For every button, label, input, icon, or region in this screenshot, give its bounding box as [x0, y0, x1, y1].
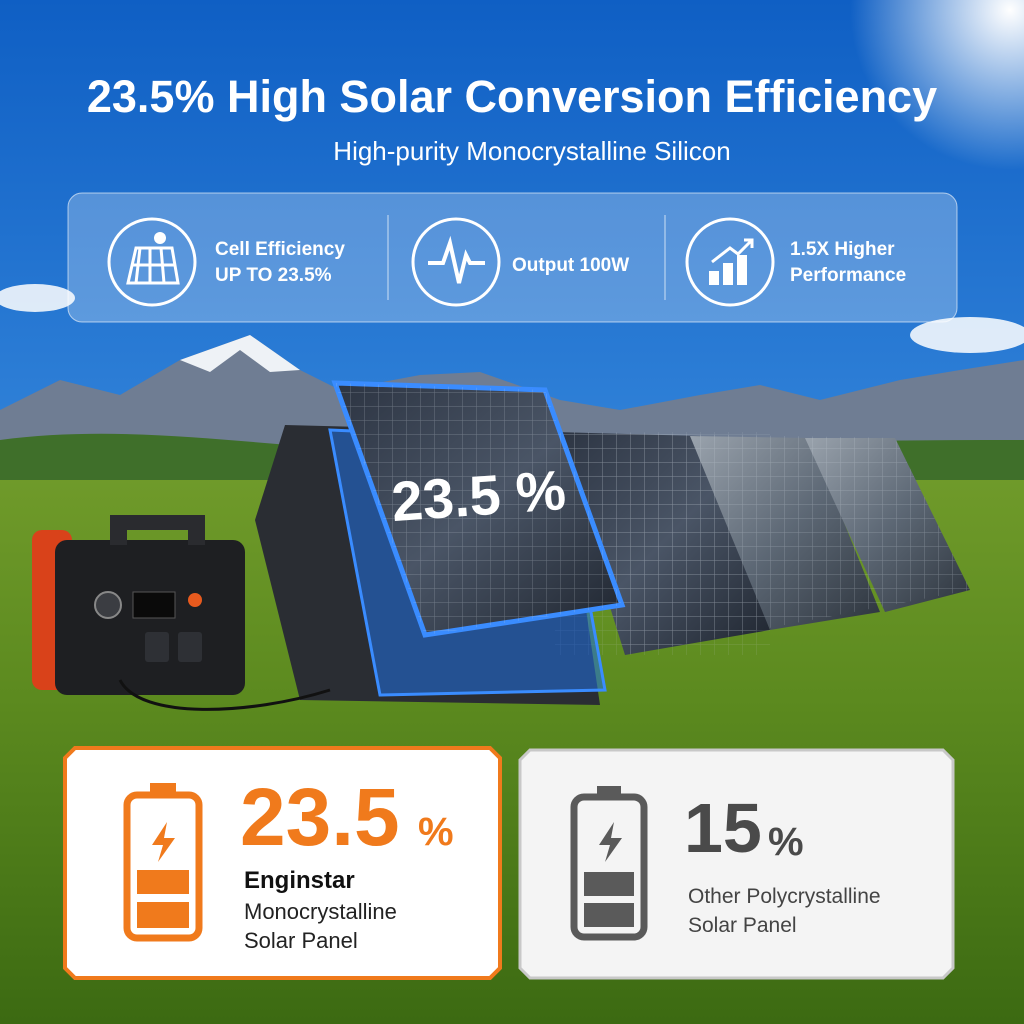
enginstar-card: 23.5 % Enginstar Monocrystalline Solar P… [63, 746, 502, 980]
enginstar-card-shape [150, 783, 176, 795]
enginstar-card-shape [137, 870, 189, 894]
power-station-shape [132, 591, 176, 619]
subtitle: High-purity Monocrystalline Silicon [333, 136, 730, 166]
power-station-shape [188, 593, 202, 607]
feature-bar-shape [709, 255, 747, 285]
background-shape [0, 284, 75, 312]
panel-type: Solar Panel [688, 914, 797, 937]
feature-bar: Cell Efficiency UP TO 23.5% Output 100W … [67, 192, 958, 323]
efficiency-value: 15 [684, 789, 762, 867]
feature-bar-shape [126, 246, 180, 285]
brand: Enginstar [244, 867, 355, 894]
power-station-shape [94, 591, 122, 619]
feature-bar-shape [711, 238, 754, 264]
other-card-shape [599, 822, 622, 862]
feature-bar-shape [107, 217, 197, 307]
title: 23.5% High Solar Conversion Efficiency [87, 71, 937, 122]
efficiency-unit: % [768, 820, 804, 864]
other-card-shape [584, 903, 634, 927]
panel-type: Other Polycrystalline [688, 885, 881, 908]
panel-type: Solar Panel [244, 928, 358, 953]
background-shape [910, 317, 1024, 353]
solar-panels: 23.5 % [255, 380, 970, 705]
power-station-shape [110, 515, 205, 545]
title-block: 23.5% High Solar Conversion Efficiency H… [87, 71, 937, 166]
solar-panels-shape [335, 383, 622, 635]
feature-text: 1.5X Higher [790, 239, 895, 260]
power-station-shape [118, 679, 331, 711]
other-card: 15 % Other Polycrystalline Solar Panel [518, 748, 955, 980]
other-card-shape [584, 872, 634, 896]
power-station [32, 515, 331, 711]
feature-bar-shape [154, 232, 166, 244]
panel-label: 23.5 % [389, 458, 567, 533]
feature-bar-shape [411, 217, 501, 307]
feature-bar-shape [428, 235, 485, 284]
background-shape [0, 0, 1024, 400]
feature-text: Cell Efficiency [215, 239, 345, 260]
power-station-shape [145, 632, 169, 662]
feature-text: Performance [790, 265, 906, 286]
feature-text: Output 100W [512, 255, 629, 276]
feature-text: UP TO 23.5% [215, 265, 332, 286]
panel-type: Monocrystalline [244, 899, 397, 924]
efficiency-unit: % [418, 810, 454, 854]
feature-bar-shape [685, 217, 775, 307]
other-card-shape [597, 786, 621, 797]
enginstar-card-shape [152, 822, 175, 862]
background-shape [180, 335, 300, 372]
power-station-shape [178, 632, 202, 662]
solar-panels-shape [555, 432, 970, 655]
efficiency-value: 23.5 [240, 772, 400, 863]
enginstar-card-shape [137, 902, 189, 928]
feature-bar-shape [67, 192, 958, 323]
